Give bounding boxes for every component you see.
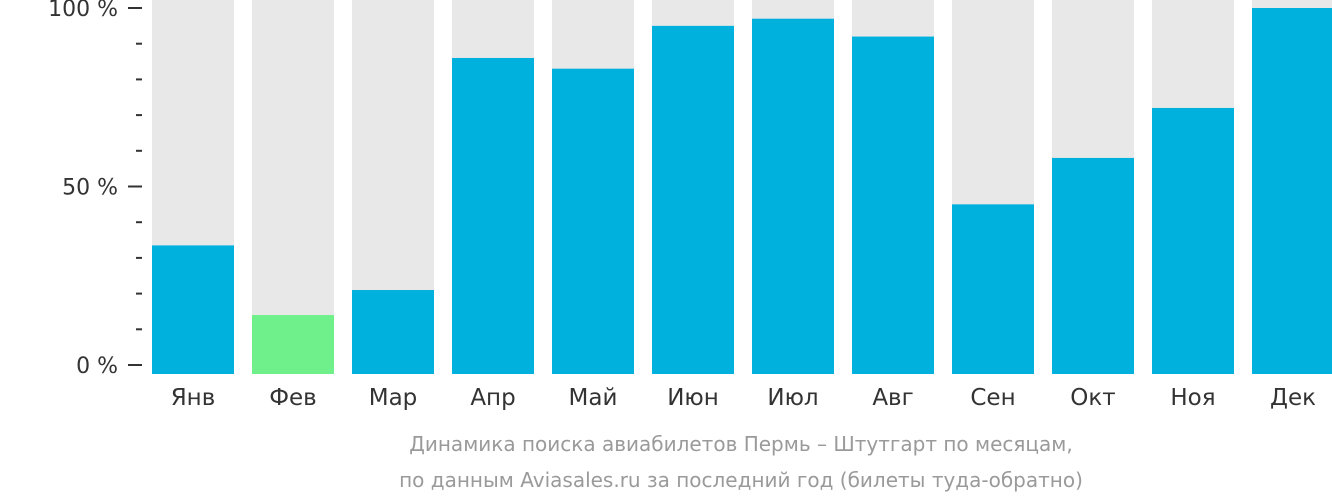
bar (452, 57, 534, 374)
x-tick-label: Фев (269, 385, 317, 411)
bar (252, 315, 334, 374)
bar (1052, 157, 1134, 374)
bar (1252, 8, 1332, 374)
x-tick-label: Июл (767, 385, 818, 411)
x-tick-label: Май (569, 385, 618, 411)
y-tick-label: 0 % (76, 354, 118, 379)
bar (752, 18, 834, 375)
bar (552, 68, 634, 374)
bar (152, 245, 234, 374)
x-tick-label: Сен (970, 385, 1015, 411)
x-tick-label: Ноя (1170, 385, 1215, 411)
chart-caption-line-2: по данным Aviasales.ru за последний год … (399, 468, 1083, 492)
bar (852, 36, 934, 375)
bar-track (252, 0, 334, 374)
x-tick-label: Апр (470, 385, 515, 411)
bar (352, 290, 434, 374)
x-tick-label: Дек (1270, 385, 1316, 411)
chart-caption-line-1: Динамика поиска авиабилетов Пермь – Штут… (409, 432, 1073, 456)
x-tick-label: Янв (171, 385, 216, 411)
x-tick-label: Авг (872, 385, 913, 411)
bar (952, 204, 1034, 374)
bar (1152, 107, 1234, 375)
y-tick-label: 50 % (62, 176, 118, 201)
x-tick-label: Июн (667, 385, 719, 411)
x-tick-label: Окт (1070, 385, 1115, 411)
bar (652, 25, 734, 374)
y-tick-label: 100 % (48, 0, 118, 22)
x-tick-label: Мар (369, 385, 418, 411)
bar-chart: 0 % 50 % 100 % Янв Фев Мар Апр Май Июн Июл Авг Сен О… (48, 0, 1332, 411)
